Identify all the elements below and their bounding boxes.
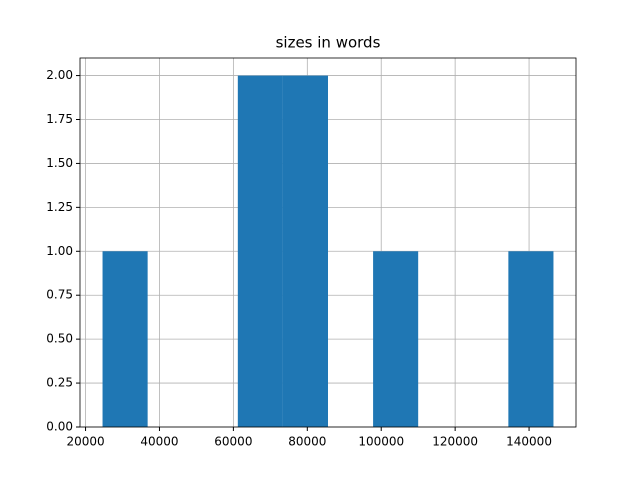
x-tick-label: 40000: [140, 435, 178, 449]
y-tick-label: 2.00: [46, 68, 73, 82]
bar: [237, 75, 283, 428]
bar: [102, 251, 148, 427]
axes-frame: [79, 57, 577, 428]
y-tick-label: 1.25: [46, 200, 73, 214]
bar: [508, 251, 554, 427]
y-tick-label: 0.75: [46, 288, 73, 302]
bar: [282, 75, 328, 428]
bar: [373, 251, 419, 427]
x-tick-label: 100000: [358, 435, 404, 449]
y-tick-label: 0.25: [46, 376, 73, 390]
y-tick-label: 0.00: [46, 420, 73, 434]
x-tick-label: 80000: [288, 435, 326, 449]
x-tick-label: 60000: [214, 435, 252, 449]
y-tick-label: 1.75: [46, 112, 73, 126]
x-tick-label: 120000: [432, 435, 478, 449]
x-tick-label: 20000: [66, 435, 104, 449]
x-tick-label: 140000: [506, 435, 552, 449]
y-tick-label: 0.50: [46, 332, 73, 346]
y-tick-label: 1.00: [46, 244, 73, 258]
chart-title: sizes in words: [276, 34, 381, 52]
y-tick-label: 1.50: [46, 156, 73, 170]
